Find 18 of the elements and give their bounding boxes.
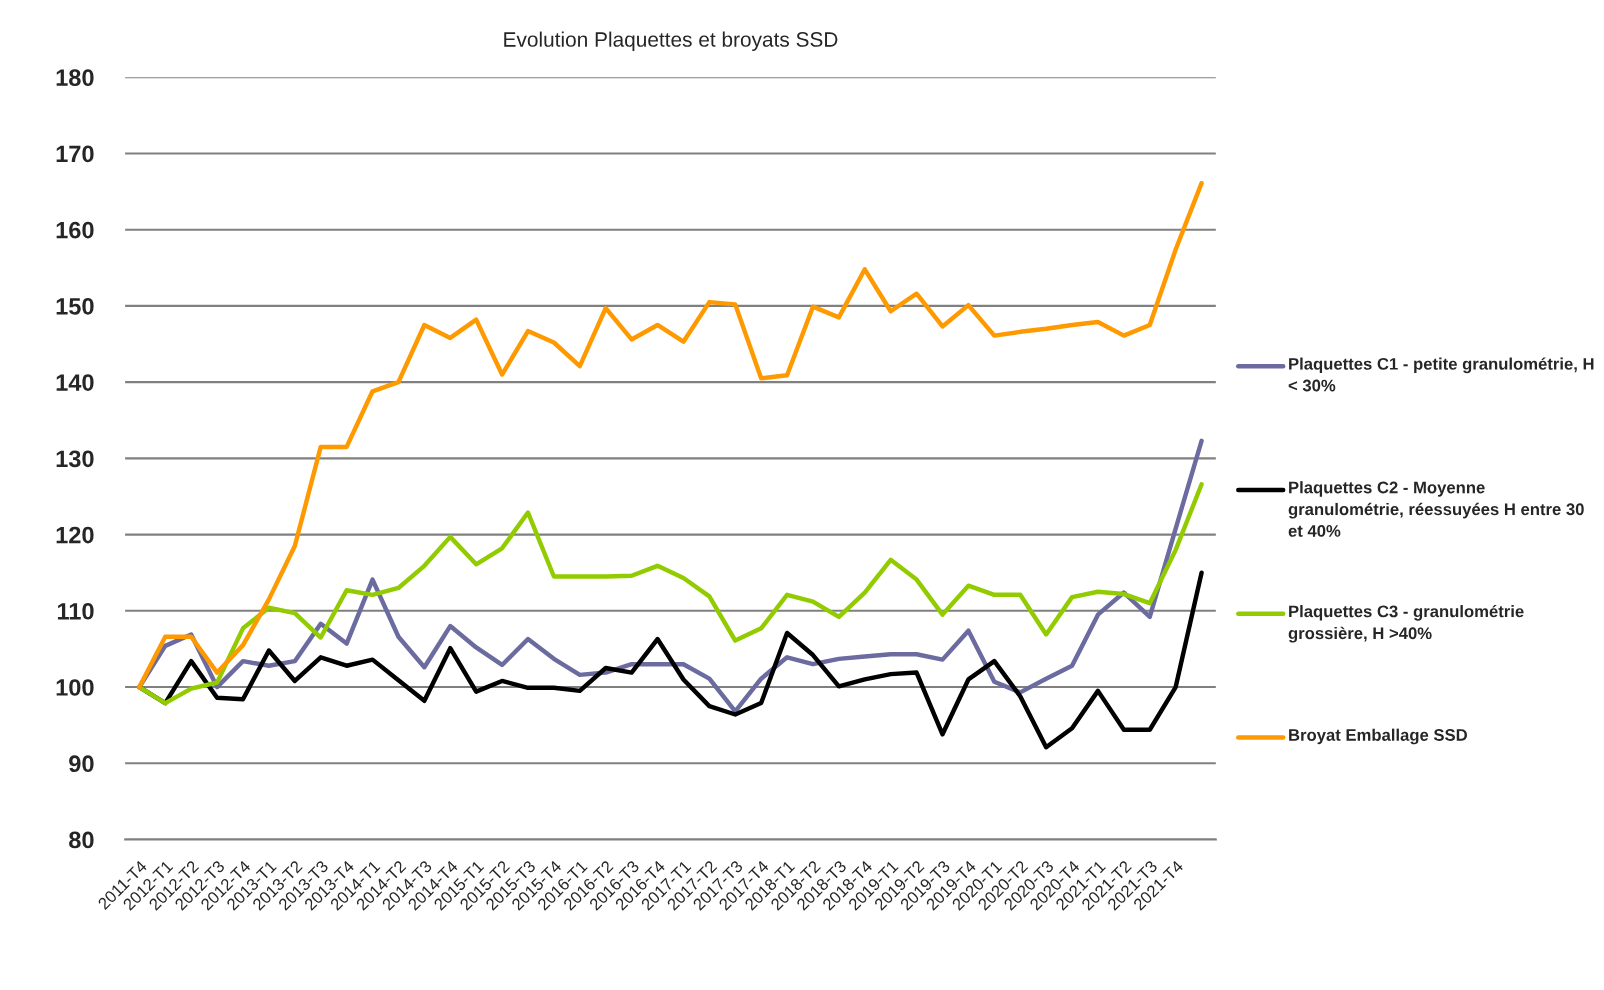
y-tick-label: 120	[56, 526, 94, 544]
y-tick-label: 130	[56, 450, 94, 468]
chart-title: Evolution Plaquettes et broyats SSD	[504, 31, 838, 51]
y-tick-label: 80	[69, 831, 94, 849]
y-tick-label: 100	[56, 679, 94, 696]
line-series	[137, 180, 1204, 690]
y-tick-label: 180	[56, 69, 94, 87]
y-tick-label: 160	[56, 221, 94, 239]
y-tick-label: 110	[57, 602, 94, 620]
legend-label: Plaquettes C2 - Moyenne granulométrie, réessuyées H entre 30 et 40%	[1288, 481, 1584, 537]
y-tick-label: 140	[56, 374, 94, 391]
y-tick-label: 150	[56, 297, 94, 315]
legend-label: Broyat Emballage SSD	[1289, 728, 1467, 745]
y-tick-label: 90	[69, 755, 94, 773]
legend-label: Plaquettes C3 - granulométrie grossière, H >40%	[1288, 604, 1524, 643]
line-series	[137, 482, 1204, 706]
y-tick-label: 170	[56, 145, 94, 163]
legend-label: Plaquettes C1 - petite granulométrie, H < 30%	[1288, 357, 1594, 392]
